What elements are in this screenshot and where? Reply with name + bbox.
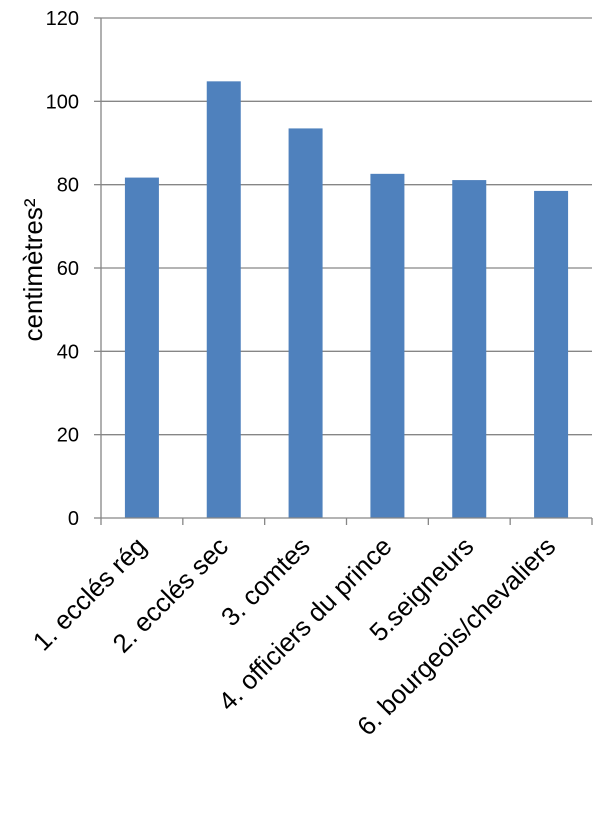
y-tick-labels: 0 20 40 60 80 100 120: [46, 8, 79, 530]
y-tick-label: 40: [57, 341, 79, 363]
gridlines: [101, 17, 592, 436]
y-tick-label: 0: [68, 508, 79, 530]
bars: [124, 81, 569, 519]
y-tick-label: 80: [57, 175, 79, 197]
bar: [452, 180, 487, 519]
bar: [124, 177, 159, 519]
y-tick-label: 120: [46, 8, 79, 30]
bar: [206, 81, 241, 518]
y-tick-label: 100: [46, 91, 79, 113]
bar: [534, 190, 569, 518]
bar: [288, 128, 323, 518]
y-tick-label: 60: [57, 258, 79, 280]
y-axis-label: centimètres²: [18, 198, 48, 341]
y-tick-label: 20: [57, 425, 79, 447]
bar: [370, 173, 405, 519]
axes: [94, 17, 593, 525]
